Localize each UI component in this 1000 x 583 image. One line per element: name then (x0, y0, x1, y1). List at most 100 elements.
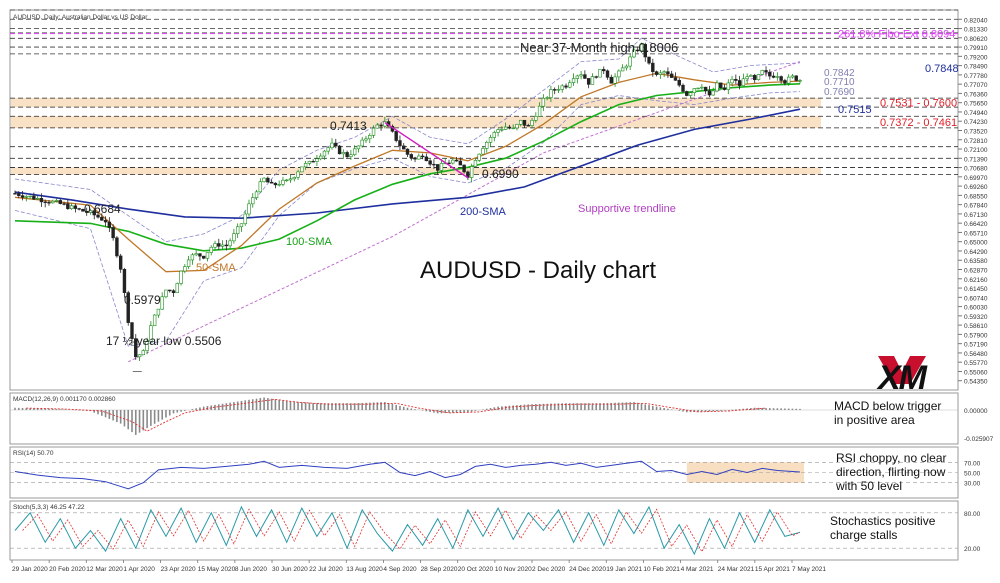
candle-body (202, 255, 206, 259)
price-tick-label: 0.57190 (964, 342, 988, 349)
candle-body (745, 76, 749, 80)
price-tick-label: 0.79200 (964, 54, 988, 61)
date-tick-label: 23 Apr 2020 (161, 566, 196, 573)
price-tick-label: 0.74230 (964, 119, 988, 126)
date-tick-label: 20 Oct 2020 (458, 566, 494, 573)
rsi-comment: direction, flirting now (836, 465, 946, 479)
candle-body (451, 159, 455, 164)
candle-body (609, 76, 613, 84)
date-tick-label: 30 Jun 2020 (272, 566, 308, 573)
candle-body (205, 252, 210, 259)
price-tick-label: 0.65000 (964, 240, 988, 247)
candle-body (530, 120, 534, 126)
candle-body (118, 255, 123, 270)
price-tick-label: 0.70680 (964, 166, 988, 173)
candle-body (194, 253, 198, 256)
candle-body (247, 203, 251, 215)
candle-body (51, 200, 55, 204)
candle-body (164, 289, 168, 298)
candle-body (35, 198, 40, 200)
date-tick-label: 20 Feb 2020 (49, 566, 86, 573)
annotation-5: 17 ½-year low 0.5506 (106, 334, 222, 348)
date-tick-label: 29 Jan 2020 (12, 566, 48, 573)
candle-body (318, 155, 323, 160)
candle-body (368, 135, 372, 140)
price-tick-label: 0.62160 (964, 277, 988, 284)
candle-body (666, 71, 670, 75)
candle-body (700, 86, 704, 89)
candle-body (624, 65, 629, 69)
date-tick-label: 7 May 2021 (792, 566, 826, 573)
candle-body (171, 290, 176, 294)
candle-body (647, 56, 651, 64)
candle-body (454, 159, 459, 162)
candle-body (741, 78, 746, 86)
stoch-d-line (22, 508, 801, 553)
date-tick-label: 13 Aug 2020 (346, 566, 383, 573)
candle-body (213, 243, 217, 248)
logo-text: XM (876, 359, 928, 397)
candle-body (488, 137, 493, 143)
candle-body (786, 76, 791, 84)
candle-body (96, 214, 100, 218)
candle-body (719, 82, 723, 89)
macd-comment: MACD below trigger (834, 399, 941, 413)
candle-body (179, 270, 183, 284)
candle-body (130, 322, 134, 339)
candle-body (66, 203, 70, 209)
annotation-2: 0.6990 (482, 167, 519, 181)
candle-body (402, 145, 406, 150)
candle-body (24, 196, 29, 198)
candle-body (356, 145, 361, 150)
price-tick-label: 0.82040 (964, 17, 988, 24)
candle-body (300, 166, 304, 173)
price-tick-label: 0.69970 (964, 175, 988, 182)
support-zone-1 (11, 116, 821, 128)
candle-body (258, 181, 263, 193)
rsi-name: RSI(14) 50.70 (13, 450, 54, 457)
fibo-ext-label: 261.8% Fibo Ext 0.8094 (838, 29, 955, 41)
candle-body (32, 195, 36, 200)
candle-body (794, 75, 798, 81)
candle-body (134, 338, 138, 358)
price-tick-label: 0.62870 (964, 268, 988, 275)
candle-body (73, 205, 78, 209)
candle-body (168, 289, 172, 292)
candle-body (511, 127, 515, 130)
date-tick-label: 4 Mar 2021 (681, 566, 714, 573)
candle-body (613, 76, 617, 84)
candle-body (122, 269, 127, 293)
price-tick-label: 0.60030 (964, 305, 988, 312)
candle-body (722, 87, 727, 90)
candle-body (685, 91, 689, 96)
candle-body (262, 177, 266, 183)
candle-body (590, 76, 595, 85)
level-7710-label: 0.7710 (824, 77, 855, 88)
candle-body (654, 71, 659, 75)
candle-body (435, 164, 440, 171)
candle-body (209, 246, 213, 253)
price-tick-label: 0.59320 (964, 314, 988, 321)
candle-body (292, 176, 296, 180)
candle-body (28, 195, 32, 198)
candle-body (477, 153, 481, 161)
candle-body (379, 124, 383, 127)
candle-body (137, 354, 142, 358)
annotation-8: 50-SMA (196, 262, 236, 274)
candle-body (239, 223, 244, 228)
candle-body (58, 200, 62, 204)
price-tick-label: 0.55770 (964, 360, 988, 367)
date-tick-label: 24 Mar 2021 (718, 566, 755, 573)
panel-frame-3 (9, 500, 959, 561)
stoch-name: Stoch(5,3,3) 46.25 47.22 (13, 504, 85, 511)
candle-body (760, 70, 764, 75)
candle-body (364, 138, 368, 141)
price-tick-label: 0.69260 (964, 184, 988, 191)
annotation-3: 0.6684 (84, 202, 121, 216)
candle-body (39, 198, 44, 203)
candle-body (605, 70, 610, 78)
candle-body (481, 148, 485, 155)
zone-label: 0.7531 - 0.7600 (880, 98, 957, 110)
candle-body (277, 184, 281, 186)
